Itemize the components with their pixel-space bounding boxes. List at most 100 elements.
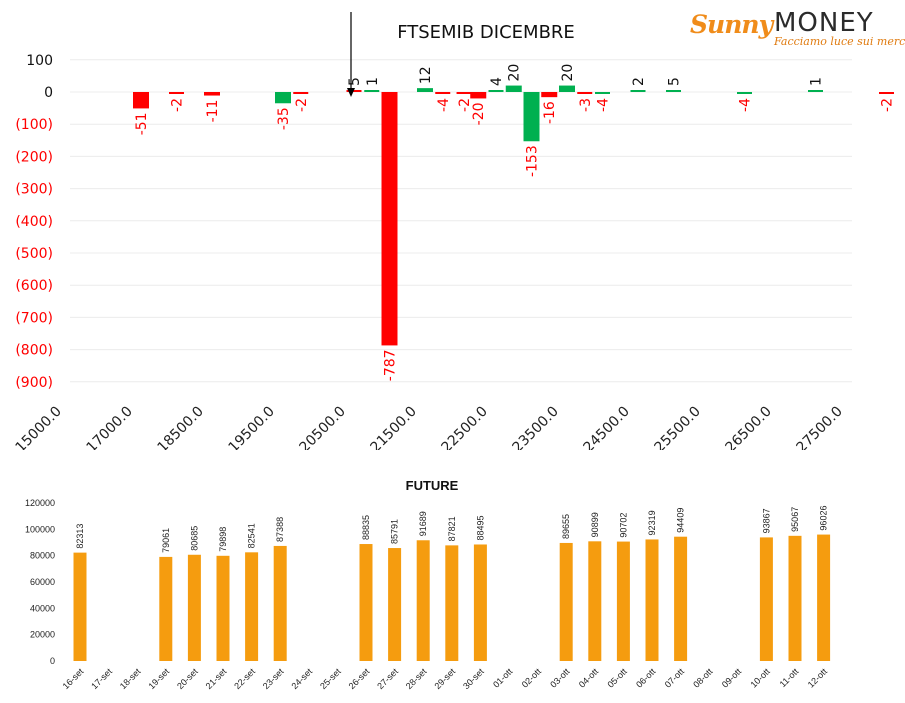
future-bar [445, 545, 459, 661]
x-tick-label: 03-ott [548, 666, 572, 690]
x-tick-label: 28-set [404, 666, 429, 691]
x-tick-label: 12-ott [806, 666, 830, 690]
x-tick-label: 18-set [118, 666, 143, 691]
future-bar-label: 79898 [218, 527, 228, 552]
bar-data-label: -11 [205, 100, 221, 123]
bar [435, 92, 451, 94]
y-tick-label: 100 [26, 53, 53, 69]
x-tick-label: 17-set [89, 666, 114, 691]
bar [630, 90, 646, 92]
y-tick-label: 0 [44, 85, 53, 101]
bar [577, 92, 593, 94]
bar-data-label: 2 [631, 77, 647, 86]
bar [275, 92, 291, 104]
chart-title-ftsemib: FTSEMIB DICEMBRE [397, 22, 575, 43]
y-tick-label: 80000 [30, 551, 55, 561]
y-tick-label: (400) [15, 214, 53, 230]
future-bar [588, 541, 602, 661]
logo-brand-sunny: Sunny [690, 10, 773, 39]
future-bar [674, 536, 688, 661]
future-bar [645, 539, 659, 661]
bar [559, 85, 575, 92]
x-tick-label: 08-ott [691, 666, 715, 690]
future-bar-label: 87388 [275, 517, 285, 542]
future-bar-label: 90899 [590, 512, 600, 537]
bar [879, 92, 894, 94]
bar-data-label: -153 [525, 145, 541, 177]
future-bar-label: 95067 [790, 507, 800, 532]
bar [169, 92, 184, 94]
future-bar [616, 541, 630, 661]
bar-data-label: 5 [667, 77, 683, 86]
bar [505, 85, 522, 92]
y-tick-label: (900) [15, 375, 53, 391]
y-tick-label: (500) [15, 246, 53, 262]
bar-data-label: -2 [457, 98, 473, 112]
future-bar-label: 82541 [247, 523, 257, 548]
future-bar-label: 89655 [561, 514, 571, 539]
logo-tagline: Facciamo luce sui mercati [774, 35, 905, 48]
bar [737, 92, 752, 94]
bar-data-label: -787 [383, 349, 399, 381]
chart-title-future: FUTURE [405, 478, 459, 493]
future-bar [359, 544, 373, 661]
x-tick-label: 19-set [146, 666, 171, 691]
future-bar [788, 535, 802, 661]
y-tick-label: 100000 [25, 524, 55, 534]
y-tick-label: 60000 [30, 577, 55, 587]
x-tick-label: 11-ott [778, 666, 801, 689]
bar-data-label: -16 [542, 101, 558, 124]
y-tick-label: (100) [15, 117, 53, 133]
y-tick-label: (600) [15, 278, 53, 294]
bar [595, 92, 610, 94]
sunny-money-logo: Sunny MONEY Facciamo luce sui mercati [688, 8, 905, 48]
future-bar-label: 79061 [161, 528, 171, 553]
x-tick-label: 26-set [347, 666, 372, 691]
y-tick-label: (300) [15, 182, 53, 198]
x-tick-label: 04-ott [577, 666, 601, 690]
bar-data-label: -35 [276, 107, 292, 130]
bar [133, 92, 149, 109]
bar-data-label: -4 [436, 98, 452, 112]
ftsemib-options-chart: 100 0 (100) (200) (300) (400) (500) (600) (700) (… [13, 12, 896, 450]
bar [346, 90, 362, 92]
future-bar [473, 544, 487, 661]
y-tick-label: (700) [15, 310, 53, 326]
x-tick-label: 02-ott [520, 666, 544, 690]
bar [808, 90, 823, 92]
bar-data-label: 4 [489, 77, 505, 86]
y-tick-label: (200) [15, 149, 53, 165]
x-tick-label: 01-ott [491, 666, 515, 690]
future-bar [187, 554, 201, 661]
x-tick-label: 16-set [61, 666, 86, 691]
future-bar [416, 540, 430, 661]
x-tick-label: 21-set [204, 666, 229, 691]
x-tick-label: 10-ott [748, 666, 772, 690]
bar [470, 92, 487, 99]
bar-data-label: -51 [134, 112, 150, 135]
future-bar-label: 90702 [618, 513, 628, 538]
bar [541, 92, 558, 98]
future-bar [817, 534, 831, 661]
bar-data-label: -20 [471, 102, 487, 125]
future-bar [73, 552, 87, 661]
future-bar-label: 93867 [761, 508, 771, 533]
bar [204, 92, 220, 96]
bar-data-label: 1 [365, 77, 381, 86]
current-price-arrowhead [347, 88, 355, 97]
bar-data-label: 20 [507, 64, 523, 82]
bar-data-label: 12 [418, 66, 434, 84]
future-bar [388, 548, 402, 661]
y-tick-label: 120000 [25, 498, 55, 508]
bar-data-label: -4 [738, 98, 754, 112]
y-tick-label: 40000 [30, 603, 55, 613]
future-bar [273, 545, 287, 661]
x-tick-label: 06-ott [634, 666, 658, 690]
bar-data-label: -2 [880, 98, 896, 112]
x-tick-label: 05-ott [605, 666, 629, 690]
x-tick-label: 23-set [261, 666, 286, 691]
y-tick-label: 0 [50, 656, 55, 666]
future-bar [245, 552, 259, 661]
future-bar [216, 555, 230, 661]
x-tick-label: 07-ott [663, 666, 687, 690]
